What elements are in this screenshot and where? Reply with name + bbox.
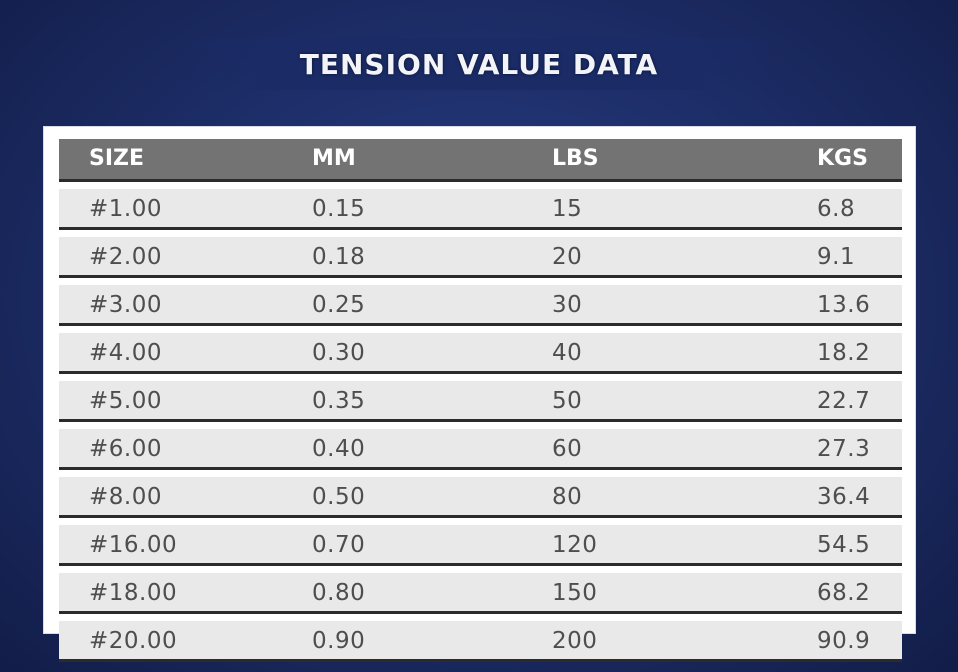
cell-kgs: 90.9	[817, 628, 871, 654]
cell-size: #4.00	[89, 340, 162, 366]
cell-lbs: 50	[552, 388, 583, 414]
table-row: #16.00 0.70 120 54.5	[59, 525, 902, 563]
cell-lbs: 20	[552, 244, 583, 270]
cell-mm: 0.35	[312, 388, 366, 414]
cell-size: #6.00	[89, 436, 162, 462]
header-size: SIZE	[89, 146, 145, 171]
cell-mm: 0.90	[312, 628, 366, 654]
tension-table: SIZE MM LBS KGS #1.00 0.15 15 6.8 #2.00 …	[59, 139, 902, 662]
table-row: #20.00 0.90 200 90.9	[59, 621, 902, 659]
cell-kgs: 18.2	[817, 340, 871, 366]
table-panel: SIZE MM LBS KGS #1.00 0.15 15 6.8 #2.00 …	[43, 126, 916, 662]
table-row: #3.00 0.25 30 13.6	[59, 285, 902, 323]
row-divider	[59, 323, 902, 326]
cell-lbs: 15	[552, 196, 583, 222]
cell-kgs: 68.2	[817, 580, 871, 606]
cell-lbs: 120	[552, 532, 598, 558]
row-divider	[59, 611, 902, 614]
table-row: #5.00 0.35 50 22.7	[59, 381, 902, 419]
page-title: TENSION VALUE DATA	[299, 48, 659, 81]
row-divider	[59, 371, 902, 374]
cell-mm: 0.50	[312, 484, 366, 510]
cell-lbs: 80	[552, 484, 583, 510]
table-row: #2.00 0.18 20 9.1	[59, 237, 902, 275]
row-divider	[59, 659, 902, 662]
header-lbs: LBS	[552, 146, 599, 171]
cell-kgs: 54.5	[817, 532, 871, 558]
cell-mm: 0.18	[312, 244, 366, 270]
table-header-row: SIZE MM LBS KGS	[59, 139, 902, 179]
cell-size: #20.00	[89, 628, 178, 654]
cell-kgs: 27.3	[817, 436, 871, 462]
cell-mm: 0.70	[312, 532, 366, 558]
cell-kgs: 13.6	[817, 292, 871, 318]
cell-mm: 0.25	[312, 292, 366, 318]
cell-mm: 0.40	[312, 436, 366, 462]
row-divider	[59, 563, 902, 566]
cell-size: #1.00	[89, 196, 162, 222]
cell-mm: 0.15	[312, 196, 366, 222]
header-kgs: KGS	[817, 146, 868, 171]
cell-size: #3.00	[89, 292, 162, 318]
cell-lbs: 30	[552, 292, 583, 318]
cell-size: #5.00	[89, 388, 162, 414]
cell-lbs: 200	[552, 628, 598, 654]
row-divider	[59, 179, 902, 182]
row-divider	[59, 515, 902, 518]
cell-size: #16.00	[89, 532, 178, 558]
cell-mm: 0.80	[312, 580, 366, 606]
row-divider	[59, 467, 902, 470]
cell-lbs: 60	[552, 436, 583, 462]
table-row: #6.00 0.40 60 27.3	[59, 429, 902, 467]
cell-size: #18.00	[89, 580, 178, 606]
cell-size: #2.00	[89, 244, 162, 270]
title-band	[180, 38, 780, 90]
cell-kgs: 9.1	[817, 244, 856, 270]
row-divider	[59, 275, 902, 278]
cell-lbs: 40	[552, 340, 583, 366]
row-divider	[59, 419, 902, 422]
row-divider	[59, 227, 902, 230]
cell-lbs: 150	[552, 580, 598, 606]
cell-kgs: 22.7	[817, 388, 871, 414]
cell-size: #8.00	[89, 484, 162, 510]
table-row: #8.00 0.50 80 36.4	[59, 477, 902, 515]
table-row: #18.00 0.80 150 68.2	[59, 573, 902, 611]
cell-mm: 0.30	[312, 340, 366, 366]
table-row: #1.00 0.15 15 6.8	[59, 189, 902, 227]
table-row: #4.00 0.30 40 18.2	[59, 333, 902, 371]
header-mm: MM	[312, 146, 356, 171]
cell-kgs: 36.4	[817, 484, 871, 510]
cell-kgs: 6.8	[817, 196, 856, 222]
